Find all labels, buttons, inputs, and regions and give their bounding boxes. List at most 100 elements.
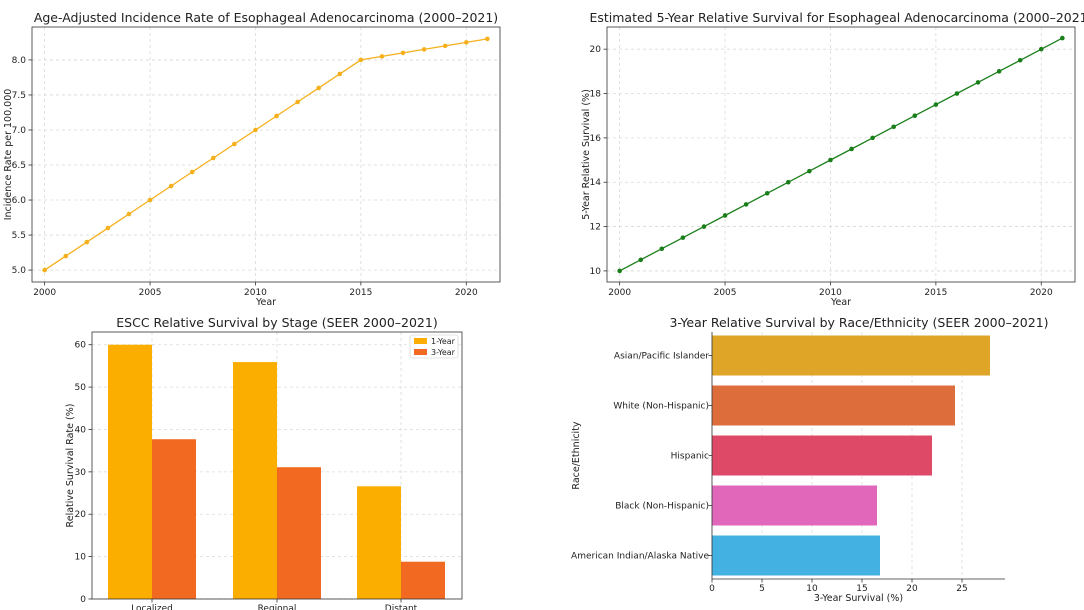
x-tick-label: 5 [759,584,765,594]
data-point [975,80,981,85]
bar-3-year [277,467,321,599]
y-tick-label: White (Non-Hispanic) [613,402,709,412]
x-tick-label: 10 [806,584,818,594]
bar-race [712,335,990,376]
x-tick-label: 2005 [139,288,162,298]
bar-1-year [357,486,401,599]
legend: 1-Year 3-Year [409,334,459,359]
chart-title: ESCC Relative Survival by Stage (SEER 20… [116,315,437,330]
data-point [849,146,854,152]
x-tick-label: 2015 [924,288,947,298]
data-point [912,113,918,118]
x-tick-label: 2000 [33,288,56,298]
data-point [743,202,749,207]
data-point [617,268,622,274]
x-tick-label: 20 [906,584,918,594]
data-point [400,50,406,56]
data-point [722,213,728,218]
data-point [105,225,111,231]
data-point [316,85,322,91]
data-point [147,197,153,203]
line-chart-2: 2000 2005 2010 2015 2020 10 12 14 16 18 20 Estimate… [581,10,1084,308]
bar-1-year [233,362,277,599]
y-axis-label: Incidence Rate per 100,000 [3,89,14,221]
data-point [680,235,686,240]
y-tick-label: 20 [590,45,602,55]
data-point [253,127,258,133]
y-tick-label: 16 [590,134,602,144]
y-tick-label: 5.0 [12,266,27,276]
y-tick-label: 50 [75,383,87,393]
x-tick-label: Distant [385,604,418,610]
data-point [954,91,960,96]
data-point [1017,57,1023,63]
bar-1-year [108,344,152,599]
data-point [337,71,343,77]
x-tick-label: 2015 [349,288,372,298]
x-axis-label: 3-Year Survival (%) [814,593,903,604]
series-line [619,37,1063,272]
y-tick-label: 5.5 [12,231,26,241]
data-point [996,69,1002,74]
x-tick-label: Regional [258,604,297,610]
data-point [785,179,791,185]
data-point [379,54,385,59]
data-point [764,191,770,196]
y-tick-label: 7.5 [12,91,26,101]
chart-title: 3-Year Relative Survival by Race/Ethnici… [669,315,1048,330]
data-point [42,267,47,273]
y-axis-label: Race/Ethnicity [571,421,582,489]
data-point [274,113,279,119]
y-tick-label: 20 [75,510,87,520]
y-tick-label: 40 [75,425,87,435]
x-tick-label: 15 [856,584,867,594]
data-point [933,102,939,107]
y-tick-label: 30 [75,468,87,478]
data-point [638,257,644,263]
bar-race [712,485,877,526]
data-point [232,141,237,147]
legend-label: 3-Year [431,348,456,357]
bar-race [712,435,932,476]
y-tick-label: 10 [75,553,87,563]
x-tick-label: 2010 [244,288,267,298]
bar-race [712,385,955,426]
bar-race [712,535,880,576]
legend-swatch [414,349,427,355]
y-tick-label: 6.5 [12,161,26,171]
data-point [126,211,132,217]
data-point [463,40,469,45]
data-point [485,36,490,42]
series-line [44,38,488,271]
x-tick-label: 2020 [455,288,478,298]
data-point [870,135,875,141]
data-point [421,47,427,52]
y-tick-label: 18 [590,90,602,100]
plot-frame [31,26,501,283]
data-point [84,239,90,245]
data-point [828,157,833,163]
x-axis-label: Year [830,297,851,308]
data-point [168,183,174,189]
data-point [63,253,69,259]
data-point [807,168,812,174]
x-tick-label: Localized [131,604,173,610]
x-tick-label: 2000 [608,288,631,298]
data-point [659,246,665,252]
data-point [701,224,707,229]
x-tick-label: 0 [709,584,715,594]
plot-frame [91,331,463,600]
x-tick-label: 2010 [819,288,842,298]
y-tick-label: 60 [75,341,87,351]
y-tick-label: Asian/Pacific Islander [614,352,709,362]
bar-3-year [152,439,196,599]
legend-label: 1-Year [431,337,456,346]
bar-chart-race: 0 5 10 15 20 25 Asian/Pacific Islander White (N… [571,315,1049,604]
y-axis-label: 5-Year Relative Survival (%) [581,89,592,220]
data-point [891,124,897,130]
data-point [210,155,216,161]
y-tick-label: Black (Non-Hispanic) [615,502,709,512]
data-point [189,169,195,175]
